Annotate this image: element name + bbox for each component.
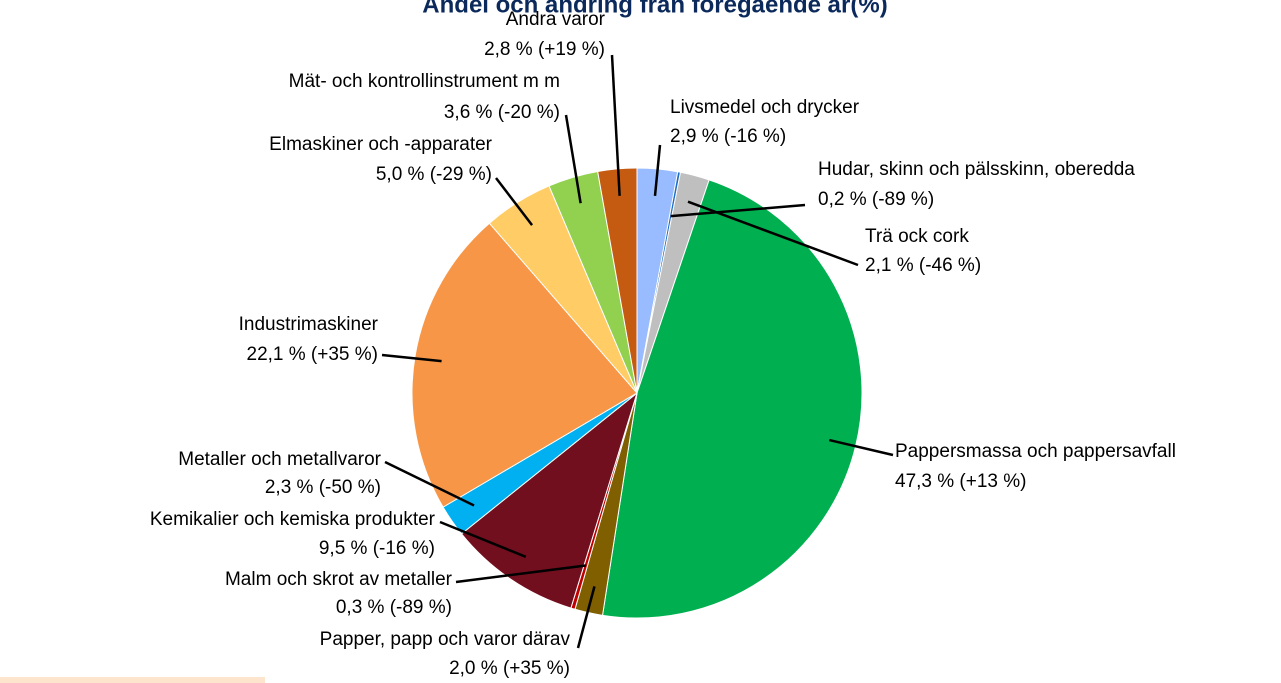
slice-value-label: 5,0 % (-29 %) [376, 164, 492, 185]
slice-label: Metaller och metallvaror [178, 449, 381, 470]
slice-value-label: 2,0 % (+35 %) [449, 658, 570, 679]
slice-label: Papper, papp och varor därav [320, 629, 571, 650]
slice-value-label: 2,9 % (-16 %) [670, 126, 786, 147]
slice-label: Trä ock cork [865, 226, 969, 247]
slice-value-label: 0,3 % (-89 %) [336, 597, 452, 618]
pie-slice [411, 222, 638, 508]
leader-line [576, 586, 596, 649]
leader-line [653, 144, 662, 196]
slice-value-label: 9,5 % (-16 %) [319, 538, 435, 559]
leader-line [610, 54, 621, 196]
slice-label: Hudar, skinn och pälsskinn, oberedda [818, 159, 1135, 180]
slice-label: Andra varor [506, 9, 606, 30]
leader-line [670, 203, 806, 218]
slice-label: Industrimaskiner [239, 314, 379, 335]
pie-slice [460, 391, 638, 609]
slice-value-label: 22,1 % (+35 %) [247, 344, 379, 365]
footer-band [0, 677, 265, 683]
slice-label: Mät- och kontrollinstrument m m [289, 71, 560, 92]
leader-line [829, 438, 894, 457]
leader-line [439, 520, 527, 558]
leader-line [564, 114, 582, 204]
leader-line [381, 353, 442, 363]
slice-value-label: 0,2 % (-89 %) [818, 189, 934, 210]
slice-value-label: 47,3 % (+13 %) [895, 471, 1027, 492]
slice-label: Kemikalier och kemiska produkter [150, 509, 436, 530]
leader-line [455, 564, 586, 584]
slice-value-label: 2,1 % (-46 %) [865, 255, 981, 276]
leader-line [495, 177, 534, 226]
chart-title: Andel och ändring från föregående år(%) [422, 0, 887, 18]
slice-label: Pappersmassa och pappersavfall [895, 441, 1176, 462]
leader-line [687, 200, 859, 267]
leader-line [384, 460, 475, 507]
slice-label: Malm och skrot av metaller [225, 569, 453, 590]
slice-label: Elmaskiner och -apparater [269, 134, 492, 155]
slice-value-label: 3,6 % (-20 %) [444, 102, 560, 123]
slice-label: Livsmedel och drycker [670, 97, 860, 118]
slice-value-label: 2,3 % (-50 %) [265, 477, 381, 498]
slice-value-label: 2,8 % (+19 %) [484, 39, 605, 60]
